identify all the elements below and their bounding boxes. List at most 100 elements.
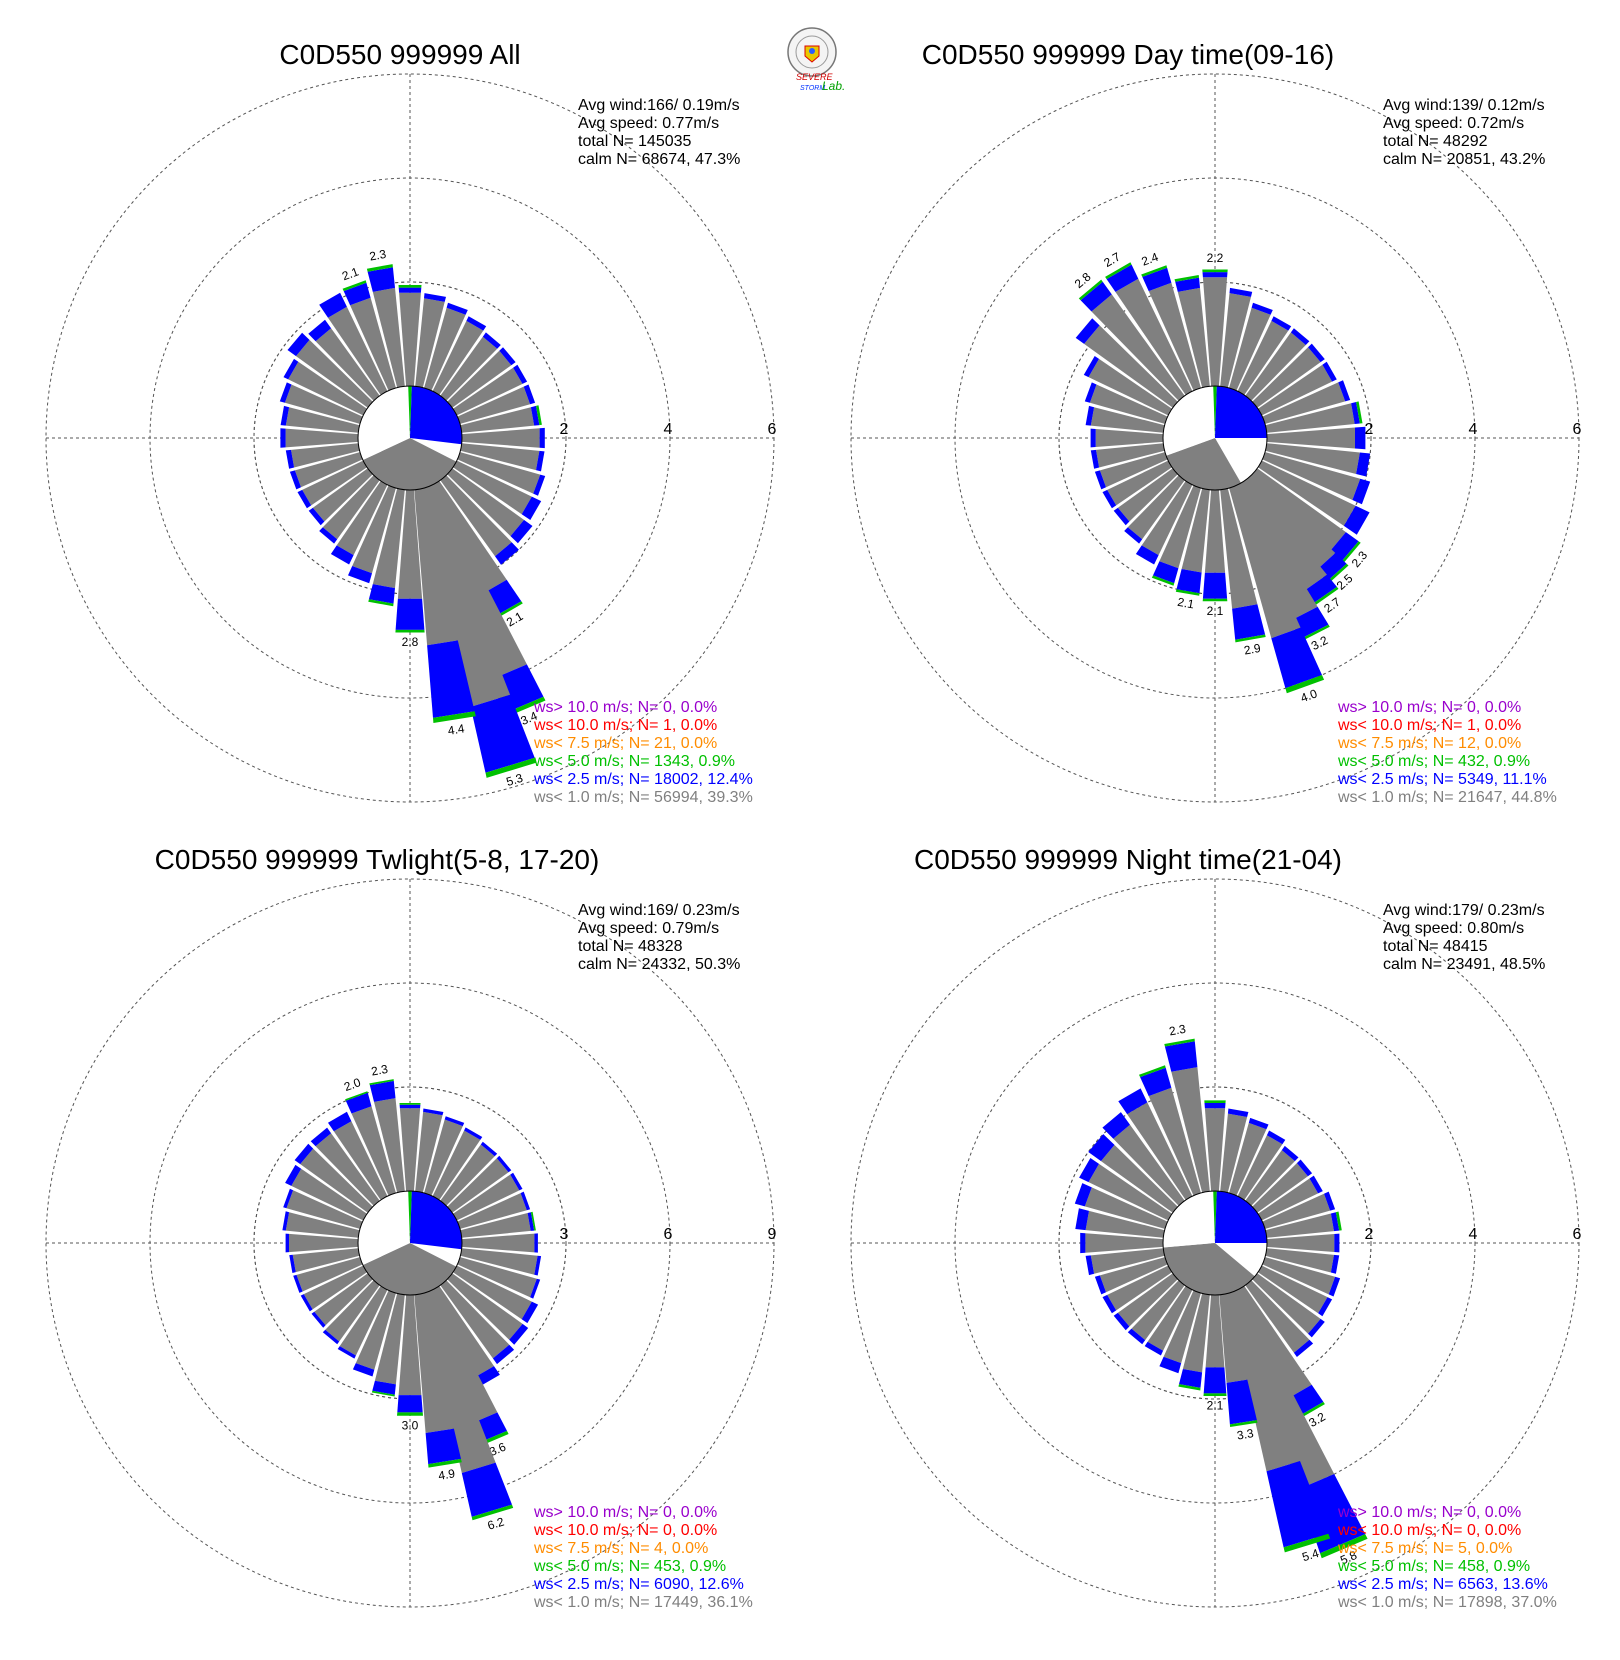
bar-segment-lt1 (314, 1273, 373, 1326)
bar-segment-lt2-5 (509, 1323, 529, 1345)
bar-value-label: 2.3 (1168, 1022, 1187, 1039)
bar-segment-lt1 (1229, 307, 1271, 391)
legend-entry: ws< 7.5 m/s; N= 21, 0.0% (533, 735, 717, 752)
logo-text-lab: Lab. (822, 79, 845, 93)
bar-segment-lt1 (453, 1265, 532, 1320)
bar-segment-lt1 (291, 1168, 367, 1221)
bar-segment-lt2-5 (1080, 1232, 1086, 1254)
bar-segment-lt5 (1326, 563, 1349, 585)
bar-segment-lt5 (368, 599, 394, 607)
bar-segment-lt2-5 (1175, 277, 1200, 292)
bar-value-label: 3.2 (1309, 633, 1331, 653)
bar-segment-lt2-5 (1113, 507, 1130, 526)
bar-segment-lt1 (1148, 282, 1201, 391)
bar-segment-lt2-5 (1296, 1159, 1313, 1177)
ring-label: 4 (664, 421, 673, 438)
bar-segment-lt1 (1205, 1294, 1225, 1368)
range-ring (253, 281, 567, 595)
bar-segment-lt1 (1265, 1213, 1334, 1238)
panel-title: C0D550 999999 Twlight(5-8, 17-20) (155, 844, 600, 875)
bar-segment-lt1 (457, 1193, 527, 1229)
stat-line: Avg wind:179/ 0.23m/s (1383, 902, 1545, 919)
bar-segment-lt1 (303, 1265, 367, 1310)
severe-storm-lab-logo: SEVERE STORM Lab. (787, 27, 845, 93)
bar-segment-lt1 (1220, 293, 1251, 388)
bar-segment-lt1 (1252, 1163, 1308, 1213)
bar-segment-lt1 (1090, 1248, 1165, 1274)
bar-segment-lt2-5 (1080, 281, 1112, 312)
ring-label: 6 (664, 1226, 673, 1243)
bar-segment-lt1 (1266, 1234, 1335, 1252)
bar-value-label: 2.8 (402, 635, 419, 649)
bar-segment-lt1 (1245, 1150, 1295, 1206)
bar-segment-lt1 (424, 307, 466, 391)
legend-entry: ws< 10.0 m/s; N= 1, 0.0% (533, 717, 717, 734)
bar-segment-lt2-5 (482, 332, 501, 349)
panel-title: C0D550 999999 Night time(21-04) (914, 844, 1342, 875)
bar-segment-lt2-5 (319, 292, 347, 318)
bar-value-label: 2.4 (1140, 250, 1161, 269)
bar-segment-lt1 (447, 468, 524, 537)
logo-text-storm: STORM (800, 85, 825, 92)
calm-sector (1215, 1243, 1267, 1277)
legend-entry: ws< 7.5 m/s; N= 5, 0.0% (1337, 1540, 1512, 1557)
bar-segment-lt1 (426, 484, 527, 680)
bar-segment-lt2-5 (1203, 1367, 1227, 1394)
bar-segment-lt1 (1231, 1289, 1335, 1490)
bar-segment-lt1 (1241, 478, 1327, 590)
bar-segment-lt2-5 (1202, 272, 1228, 278)
bar-segment-lt2-5 (1179, 1369, 1203, 1388)
bar-segment-lt2-5 (1135, 545, 1159, 565)
bar-value-label: 3.0 (402, 1418, 419, 1432)
calm-sector (1163, 1191, 1215, 1248)
wind-rose-panel-2: C0D550 999999 Day time(09-16)2 4 62.22.32.… (850, 39, 1582, 806)
bar-segment-lt1 (1262, 382, 1346, 424)
bar-segment-lt2-5 (1266, 1130, 1286, 1145)
bar-value-label: 2.0 (342, 1075, 363, 1094)
bar-segment-lt2-5 (294, 1143, 314, 1165)
bar-segment-lt2-5 (1351, 402, 1360, 424)
bar-segment-lt2-5 (283, 1188, 294, 1209)
bar-segment-lt1 (1237, 320, 1289, 395)
bar-segment-lt1 (447, 1158, 509, 1213)
bar-segment-lt1 (1181, 488, 1210, 573)
bar-segment-lt2-5 (1232, 604, 1266, 640)
bar-segment-lt1 (1171, 1067, 1210, 1193)
bar-segment-lt1 (1089, 384, 1168, 424)
bar-segment-lt2-5 (319, 527, 338, 544)
bar-segment-lt1 (1265, 403, 1355, 433)
bar-segment-lt2-5 (1202, 572, 1228, 599)
stat-line: total N= 48415 (1383, 938, 1488, 955)
bar-segment-lt2-5 (285, 1233, 289, 1253)
legend-entry: ws> 10.0 m/s; N= 0, 0.0% (1337, 699, 1521, 716)
bar-segment-lt1 (440, 475, 512, 557)
bar-segment-lt2-5 (1153, 561, 1179, 584)
bar-segment-lt2-5 (1338, 380, 1351, 402)
bar-segment-lt1 (457, 1257, 537, 1298)
bar-segment-lt1 (426, 1289, 498, 1424)
bar-segment-lt2-5 (466, 316, 487, 331)
bar-segment-lt2-5 (282, 1211, 290, 1231)
bar-segment-lt2-5 (1330, 1212, 1340, 1232)
bar-segment-lt2-5 (1281, 1145, 1299, 1162)
bar-segment-lt2-5 (510, 519, 533, 544)
stat-line: Avg speed: 0.79m/s (578, 920, 719, 937)
bar-segment-lt5 (1141, 265, 1168, 277)
bar-segment-lt2-5 (492, 1344, 515, 1365)
bar-segment-lt2-5 (1106, 264, 1139, 292)
bar-segment-lt1 (453, 460, 532, 515)
bar-segment-lt2-5 (283, 358, 299, 380)
bar-segment-lt2-5 (1328, 1276, 1341, 1297)
bar-segment-lt1 (302, 460, 367, 506)
ring-label: 2 (560, 421, 569, 438)
bar-segment-lt2-5 (285, 1164, 302, 1186)
bar-segment-lt2-5 (510, 1172, 523, 1191)
bar-segment-lt2-5 (530, 405, 540, 426)
calm-sector (1215, 386, 1267, 438)
bar-segment-lt5 (395, 629, 425, 633)
bar-segment-lt2-5 (424, 293, 446, 302)
bar-segment-lt2-5 (1118, 1088, 1148, 1115)
bar-segment-lt1 (294, 452, 363, 488)
legend-entry: ws< 2.5 m/s; N= 5349, 11.1% (1337, 771, 1547, 788)
